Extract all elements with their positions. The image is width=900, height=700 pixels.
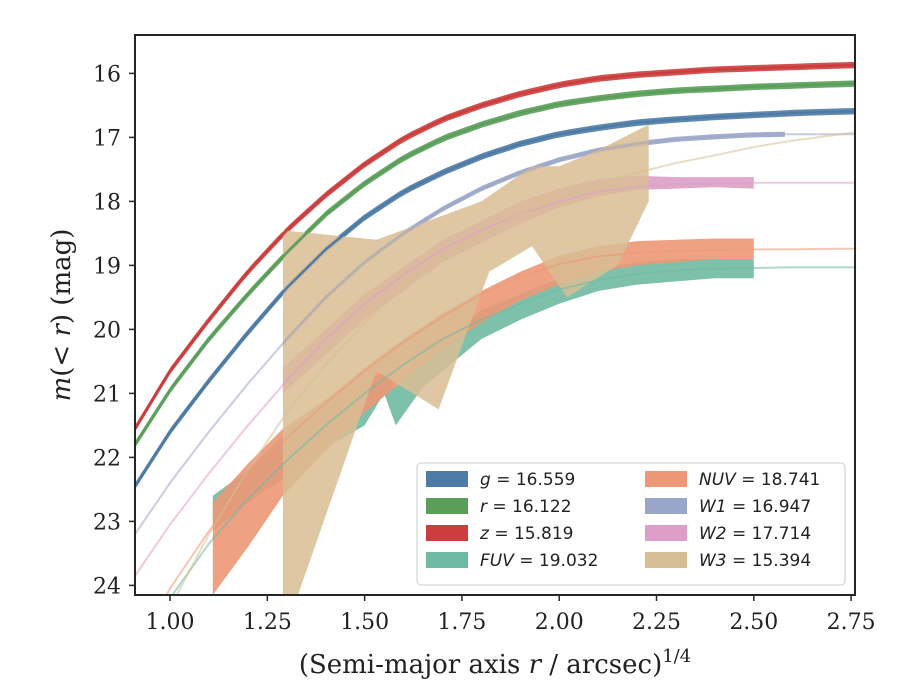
legend-swatch-r — [426, 498, 468, 514]
legend: g = 16.559 r = 16.122 z = 15.819 FUV = 19.0… — [416, 462, 846, 586]
x-tick-label: 1.00 — [146, 610, 195, 635]
y-axis-label-close: ) — [47, 314, 77, 324]
y-axis-label-unit: (mag) — [47, 229, 77, 314]
y-axis-label-inner: (< — [47, 337, 77, 377]
x-axis-label-exponent: 1/4 — [662, 646, 691, 667]
legend-swatch-z — [426, 525, 468, 541]
legend-label-r: r = 16.122 — [480, 497, 572, 517]
y-axis-label-m: m — [47, 377, 77, 402]
model-curves — [135, 63, 855, 595]
y-tick-label: 23 — [93, 510, 121, 535]
curve-g — [135, 110, 855, 487]
plot-frame — [134, 34, 856, 596]
legend-swatch-nuv — [645, 471, 687, 487]
y-tick-label: 17 — [93, 126, 121, 151]
band-g — [135, 108, 855, 490]
legend-label-z: z = 15.819 — [479, 524, 573, 544]
legend-swatch-w1 — [645, 498, 687, 514]
band-r — [135, 80, 855, 448]
curve-w2 — [135, 181, 855, 577]
legend-label-fuv: FUV = 19.032 — [480, 551, 598, 571]
x-tick-label: 1.75 — [437, 610, 486, 635]
uncertainty-bands — [135, 61, 855, 595]
x-tick-label: 2.50 — [729, 610, 778, 635]
curve-w1 — [135, 133, 855, 535]
x-tick-label: 1.25 — [243, 610, 292, 635]
y-tick-label: 21 — [93, 382, 121, 407]
y-tick-label: 22 — [93, 446, 121, 471]
x-axis-label-open: (Semi-major axis — [299, 650, 529, 680]
legend-label-w1: W1 = 16.947 — [699, 497, 811, 517]
x-axis-label-var: r — [529, 650, 543, 680]
legend-label-nuv: NUV = 18.741 — [699, 470, 820, 490]
legend-swatch-fuv — [426, 552, 468, 568]
legend-label-w2: W2 = 17.714 — [699, 524, 811, 544]
legend-label-g: g = 16.559 — [480, 470, 575, 490]
curve-nuv — [165, 247, 855, 595]
band-w3 — [282, 124, 649, 595]
x-tick-label: 2.00 — [535, 610, 584, 635]
legend-swatch-w3 — [645, 552, 687, 568]
y-tick-label: 19 — [93, 254, 121, 279]
curve-w3 — [175, 131, 855, 595]
x-tick-label: 2.25 — [632, 610, 681, 635]
curve-fuv — [171, 266, 855, 595]
x-axis: 1.00 1.25 1.50 1.75 2.00 2.25 2.50 2.75 — [146, 595, 876, 635]
y-tick-label: 20 — [93, 318, 121, 343]
legend-frame — [416, 462, 846, 586]
x-tick-label: 2.75 — [827, 610, 876, 635]
y-tick-label: 18 — [93, 190, 121, 215]
y-axis: 16 17 18 19 20 21 22 23 24 — [93, 62, 135, 599]
y-axis-label-r: r — [47, 323, 77, 337]
legend-swatch-g — [426, 471, 468, 487]
x-tick-label: 1.50 — [340, 610, 389, 635]
legend-label-w3: W3 = 15.394 — [699, 551, 811, 571]
x-axis-label: (Semi-major axis r / arcsec)1/4 — [299, 646, 691, 680]
y-axis-label: m(< r) (mag) — [47, 229, 77, 402]
y-tick-label: 24 — [93, 574, 121, 599]
curve-z — [135, 63, 855, 430]
y-tick-label: 16 — [93, 62, 121, 87]
legend-swatch-w2 — [645, 525, 687, 541]
x-axis-label-rest: / arcsec) — [541, 650, 662, 680]
curve-r — [135, 82, 855, 446]
